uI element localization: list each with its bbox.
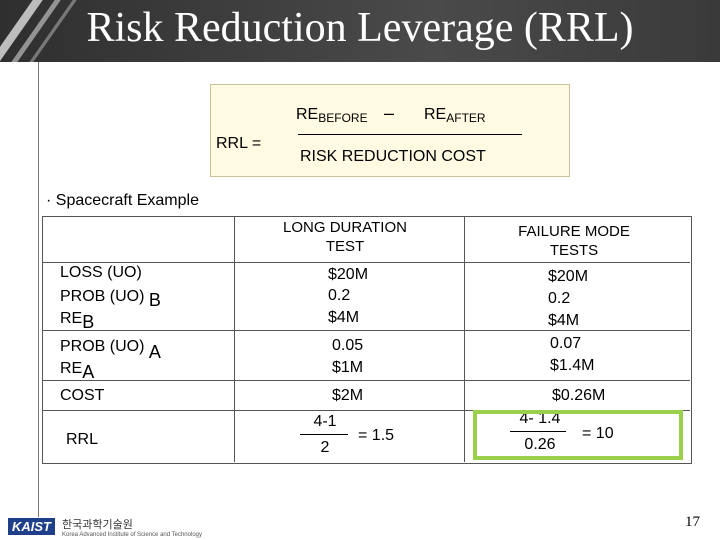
ld-prob-a: 0.05 [332, 337, 364, 354]
fm-re-a: $1.4M [550, 357, 595, 374]
fm-rrl-fraction-line [510, 431, 566, 432]
ld-rrl-result: = 1.5 [358, 427, 395, 444]
left-rule [38, 62, 39, 517]
row-label-re-b: REB [60, 310, 95, 332]
fm-cost: $0.26M [552, 387, 606, 404]
bullet-marker: · [46, 192, 52, 209]
formula-denominator: RISK REDUCTION COST [300, 148, 486, 165]
fm-prob-a: 0.07 [550, 335, 582, 352]
formula-box [210, 84, 570, 177]
fm-rrl-denominator: 0.26 [524, 436, 556, 453]
row-label-prob-a: PROB (UO) A [60, 338, 161, 362]
ld-prob-b: 0.2 [328, 287, 351, 304]
table-row-divider [42, 330, 690, 331]
ld-rrl-numerator: 4-1 [313, 413, 337, 430]
ld-re-a: $1M [332, 359, 364, 376]
row-label-cost: COST [60, 387, 105, 404]
header-long-duration: LONG DURATION TEST [283, 219, 407, 255]
row-label-loss: LOSS (UO) [60, 264, 142, 281]
table-col-divider [464, 216, 465, 462]
ld-loss: $20M [328, 266, 369, 283]
header-failure-mode: FAILURE MODE TESTS [518, 223, 630, 259]
re-after: REAFTER [424, 106, 486, 125]
ld-cost: $2M [332, 387, 364, 404]
minus-sign: – [384, 103, 395, 123]
row-label-prob-b: PROB (UO) B [60, 288, 161, 310]
fm-re-b: $4M [548, 312, 580, 329]
row-label-re-a: REA [60, 360, 95, 382]
ld-rrl-fraction-line [300, 434, 348, 435]
fraction-line [298, 134, 522, 135]
fm-loss: $20M [548, 268, 589, 285]
page-number: 17 [685, 514, 700, 530]
bullet-spacecraft: · Spacecraft Example [46, 192, 199, 210]
ld-re-b: $4M [328, 309, 360, 326]
fm-rrl-numerator: 4- 1.4 [519, 410, 561, 427]
formula-lhs: RRL = [216, 135, 262, 152]
table-row-divider [42, 410, 690, 411]
institute-name: 한국과학기술원 Korea Advanced Institute of Scie… [62, 519, 202, 538]
table-col-divider [234, 216, 235, 462]
bullet-text: Spacecraft Example [55, 192, 199, 209]
re-before: REBEFORE [296, 106, 368, 125]
slide-title: Risk Reduction Leverage (RRL) [86, 5, 634, 51]
kaist-logo: KAIST [8, 518, 55, 535]
title-bar: Risk Reduction Leverage (RRL) [0, 0, 720, 62]
ld-rrl-denominator: 2 [320, 439, 330, 456]
row-label-rrl: RRL [66, 431, 99, 448]
table-row-divider [42, 380, 690, 381]
highlight-box [473, 410, 683, 460]
table-row-divider [42, 262, 690, 263]
fm-prob-b: 0.2 [548, 290, 571, 307]
example-table [42, 216, 692, 464]
fm-rrl-result: = 10 [582, 425, 614, 442]
